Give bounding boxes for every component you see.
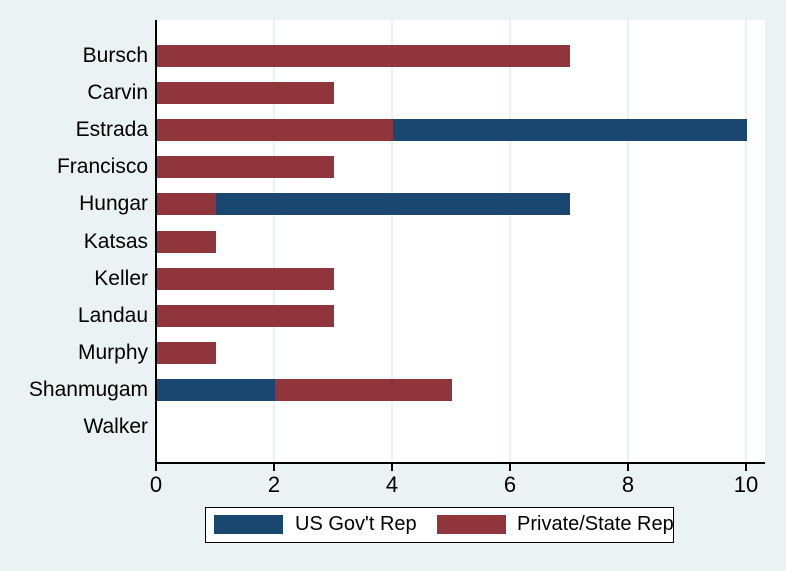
- plot-area: [155, 20, 765, 464]
- bar-segment: [157, 156, 334, 178]
- category-label: Walker: [83, 415, 148, 438]
- x-tick-mark: [155, 464, 157, 471]
- x-tick-label: 8: [621, 472, 635, 497]
- y-axis-labels: Bursch Carvin Estrada Francisco Hungar Katsas…: [0, 0, 148, 464]
- category-label: Francisco: [56, 155, 148, 178]
- legend-label: Private/State Rep: [517, 513, 674, 535]
- gridline: [391, 20, 393, 462]
- category-label: Bursch: [82, 44, 148, 67]
- bar-segment: [157, 82, 334, 104]
- bar-segment: [275, 379, 452, 401]
- category-label: Hungar: [79, 192, 148, 215]
- bar-segment: [393, 119, 747, 141]
- legend-swatch: [214, 515, 283, 534]
- x-tick-mark: [391, 464, 393, 471]
- category-label: Keller: [94, 267, 148, 290]
- legend-label: US Gov't Rep: [295, 513, 417, 535]
- category-label: Katsas: [83, 230, 148, 253]
- x-tick-label: 10: [733, 472, 759, 497]
- gridline: [627, 20, 629, 462]
- legend: US Gov't Rep Private/State Rep: [205, 507, 674, 543]
- bar-segment: [157, 119, 393, 141]
- bar-segment: [157, 379, 275, 401]
- x-tick-label: 2: [267, 472, 281, 497]
- bar-segment: [157, 305, 334, 327]
- bar-segment: [157, 45, 570, 67]
- category-label: Murphy: [77, 341, 148, 364]
- x-tick-label: 6: [503, 472, 517, 497]
- bar-segment: [216, 193, 570, 215]
- category-label: Landau: [77, 304, 148, 327]
- category-label: Carvin: [87, 81, 148, 104]
- x-tick-mark: [745, 464, 747, 471]
- bar-segment: [157, 193, 216, 215]
- gridline: [273, 20, 275, 462]
- category-label: Shanmugam: [28, 378, 148, 401]
- gridline: [745, 20, 747, 462]
- category-label: Estrada: [75, 118, 148, 141]
- x-tick-mark: [627, 464, 629, 471]
- x-tick-label: 4: [385, 472, 399, 497]
- bar-segment: [157, 342, 216, 364]
- bar-segment: [157, 268, 334, 290]
- bar-segment: [157, 231, 216, 253]
- legend-swatch: [437, 515, 506, 534]
- x-tick-mark: [273, 464, 275, 471]
- gridline: [509, 20, 511, 462]
- x-tick-mark: [509, 464, 511, 471]
- x-tick-label: 0: [149, 472, 163, 497]
